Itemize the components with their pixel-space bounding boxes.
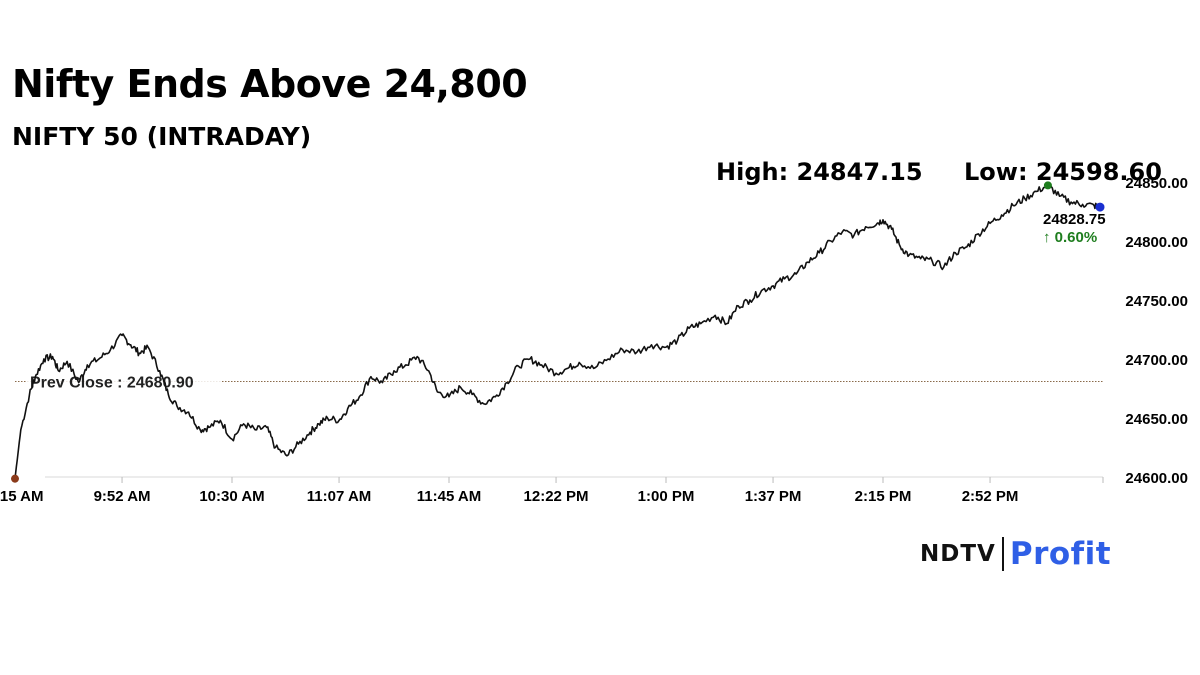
brand-separator [1001,537,1004,571]
last-point-marker [1095,202,1105,212]
x-tick-label: 2:52 PM [962,488,1019,505]
prev-close-label: Prev Close : 24680.90 [30,375,194,392]
x-tick-label: 12:22 PM [524,488,589,505]
last-price-label: 24828.75 [1043,211,1106,228]
x-tick-label: 11:45 AM [417,488,481,505]
y-tick-label: 24600.00 [1125,470,1188,487]
price-line [14,183,1101,479]
headline: Nifty Ends Above 24,800 [12,62,528,106]
x-tick-label: 9:52 AM [94,488,151,505]
y-tick-label: 24750.00 [1125,293,1188,310]
high-point-marker [1043,181,1052,190]
low-stat: Low: 24598.60 [964,158,1162,186]
x-tick-label: 9:15 AM [0,488,43,505]
brand-logo: NDTV Profit [920,534,1111,574]
x-tick-label: 1:00 PM [638,488,695,505]
chart-axes: 9:15 AM 9:52 AM 10:30 AM 11:07 AM 11:45 AM 12… [0,175,1188,505]
y-tick-label: 24700.00 [1125,352,1188,369]
y-tick-label: 24800.00 [1125,234,1188,251]
x-tick-label: 2:15 PM [855,488,912,505]
chart-subtitle: NIFTY 50 (INTRADAY) [12,122,312,151]
x-tick-label: 10:30 AM [199,488,264,505]
y-tick-label: 24650.00 [1125,411,1188,428]
brand-profit: Profit [1009,536,1112,572]
change-percent-label: ↑ 0.60% [1043,229,1097,246]
plot-area [14,183,1101,479]
high-stat: High: 24847.15 [716,158,923,186]
y-tick-label: 24850.00 [1125,175,1188,192]
x-tick-label: 11:07 AM [307,488,371,505]
brand-ndtv: NDTV [920,541,996,567]
marks-group: 24828.75↑ 0.60% [11,181,1106,483]
low-point-marker [11,474,19,483]
x-tick-label: 1:37 PM [745,488,802,505]
